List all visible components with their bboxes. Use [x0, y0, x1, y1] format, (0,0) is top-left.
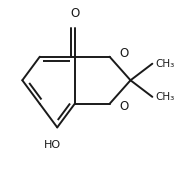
Text: O: O	[119, 100, 128, 113]
Text: O: O	[119, 47, 128, 60]
Text: O: O	[70, 7, 79, 20]
Text: HO: HO	[44, 140, 61, 150]
Text: CH₃: CH₃	[155, 92, 174, 102]
Text: CH₃: CH₃	[155, 59, 174, 69]
